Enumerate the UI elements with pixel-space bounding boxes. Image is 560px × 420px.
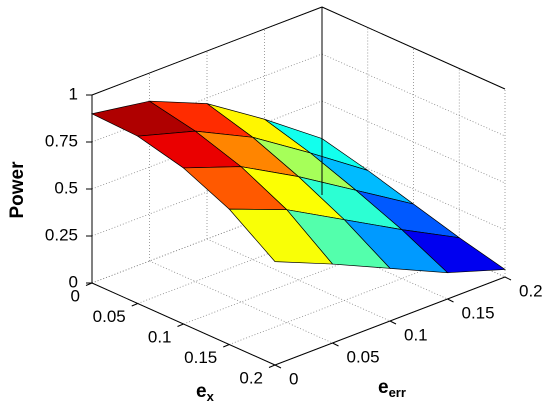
grid-line <box>91 53 323 143</box>
grid-line <box>183 235 414 325</box>
z-tick-label: 0.5 <box>54 178 78 197</box>
z-tick-label: 1 <box>69 84 78 103</box>
x-tick <box>268 364 276 368</box>
axes: 0 0.05 0.1 0.15 0.2 0 0.05 0.1 0.15 0.2 0 0.25 0.5 0.… <box>45 6 543 388</box>
grid-line <box>206 238 391 322</box>
y-axis-label-main: e <box>378 377 389 398</box>
y-tick-label: 0.2 <box>519 281 543 300</box>
grid-line <box>321 100 506 184</box>
x-tick-label: 0 <box>71 286 80 305</box>
y-tick-label: 0.1 <box>404 325 428 344</box>
z-tick-label: 0.75 <box>45 131 78 150</box>
y-tick <box>332 342 339 347</box>
y-axis-label: eerr <box>378 377 406 400</box>
z-tick-label: 0 <box>69 272 78 291</box>
grid-line <box>137 215 368 304</box>
x-tick <box>223 344 230 348</box>
x-tick <box>177 323 184 327</box>
y-axis-label-sub: err <box>389 385 406 400</box>
grid-line <box>149 260 333 344</box>
grid-line <box>321 53 506 137</box>
y-tick <box>389 320 397 325</box>
y-tick <box>504 276 512 281</box>
x-tick-label: 0.1 <box>148 327 172 346</box>
y-tick <box>447 298 454 303</box>
x-tick-label: 0.05 <box>93 307 126 326</box>
axis-line <box>91 282 276 366</box>
surface <box>90 100 507 274</box>
surface-patch <box>228 208 334 265</box>
grid-line <box>91 147 323 237</box>
z-tick-label: 0.25 <box>45 225 78 244</box>
y-tick-label: 0 <box>289 369 298 388</box>
x-tick-label: 0.15 <box>184 348 217 367</box>
y-tick-label: 0.15 <box>462 303 495 322</box>
y-tick <box>274 364 282 369</box>
x-axis-label-main: e <box>196 381 207 402</box>
grid-line <box>91 194 323 284</box>
axis-line <box>321 6 506 90</box>
x-axis-label-sub: x <box>207 389 215 404</box>
axis-line <box>91 6 323 96</box>
x-tick <box>131 303 138 307</box>
axis-line <box>274 276 506 366</box>
y-tick-label: 0.05 <box>347 347 380 366</box>
x-axis-label: ex <box>196 381 215 404</box>
x-tick-label: 0.2 <box>239 368 263 387</box>
z-axis-label: Power <box>7 161 28 219</box>
